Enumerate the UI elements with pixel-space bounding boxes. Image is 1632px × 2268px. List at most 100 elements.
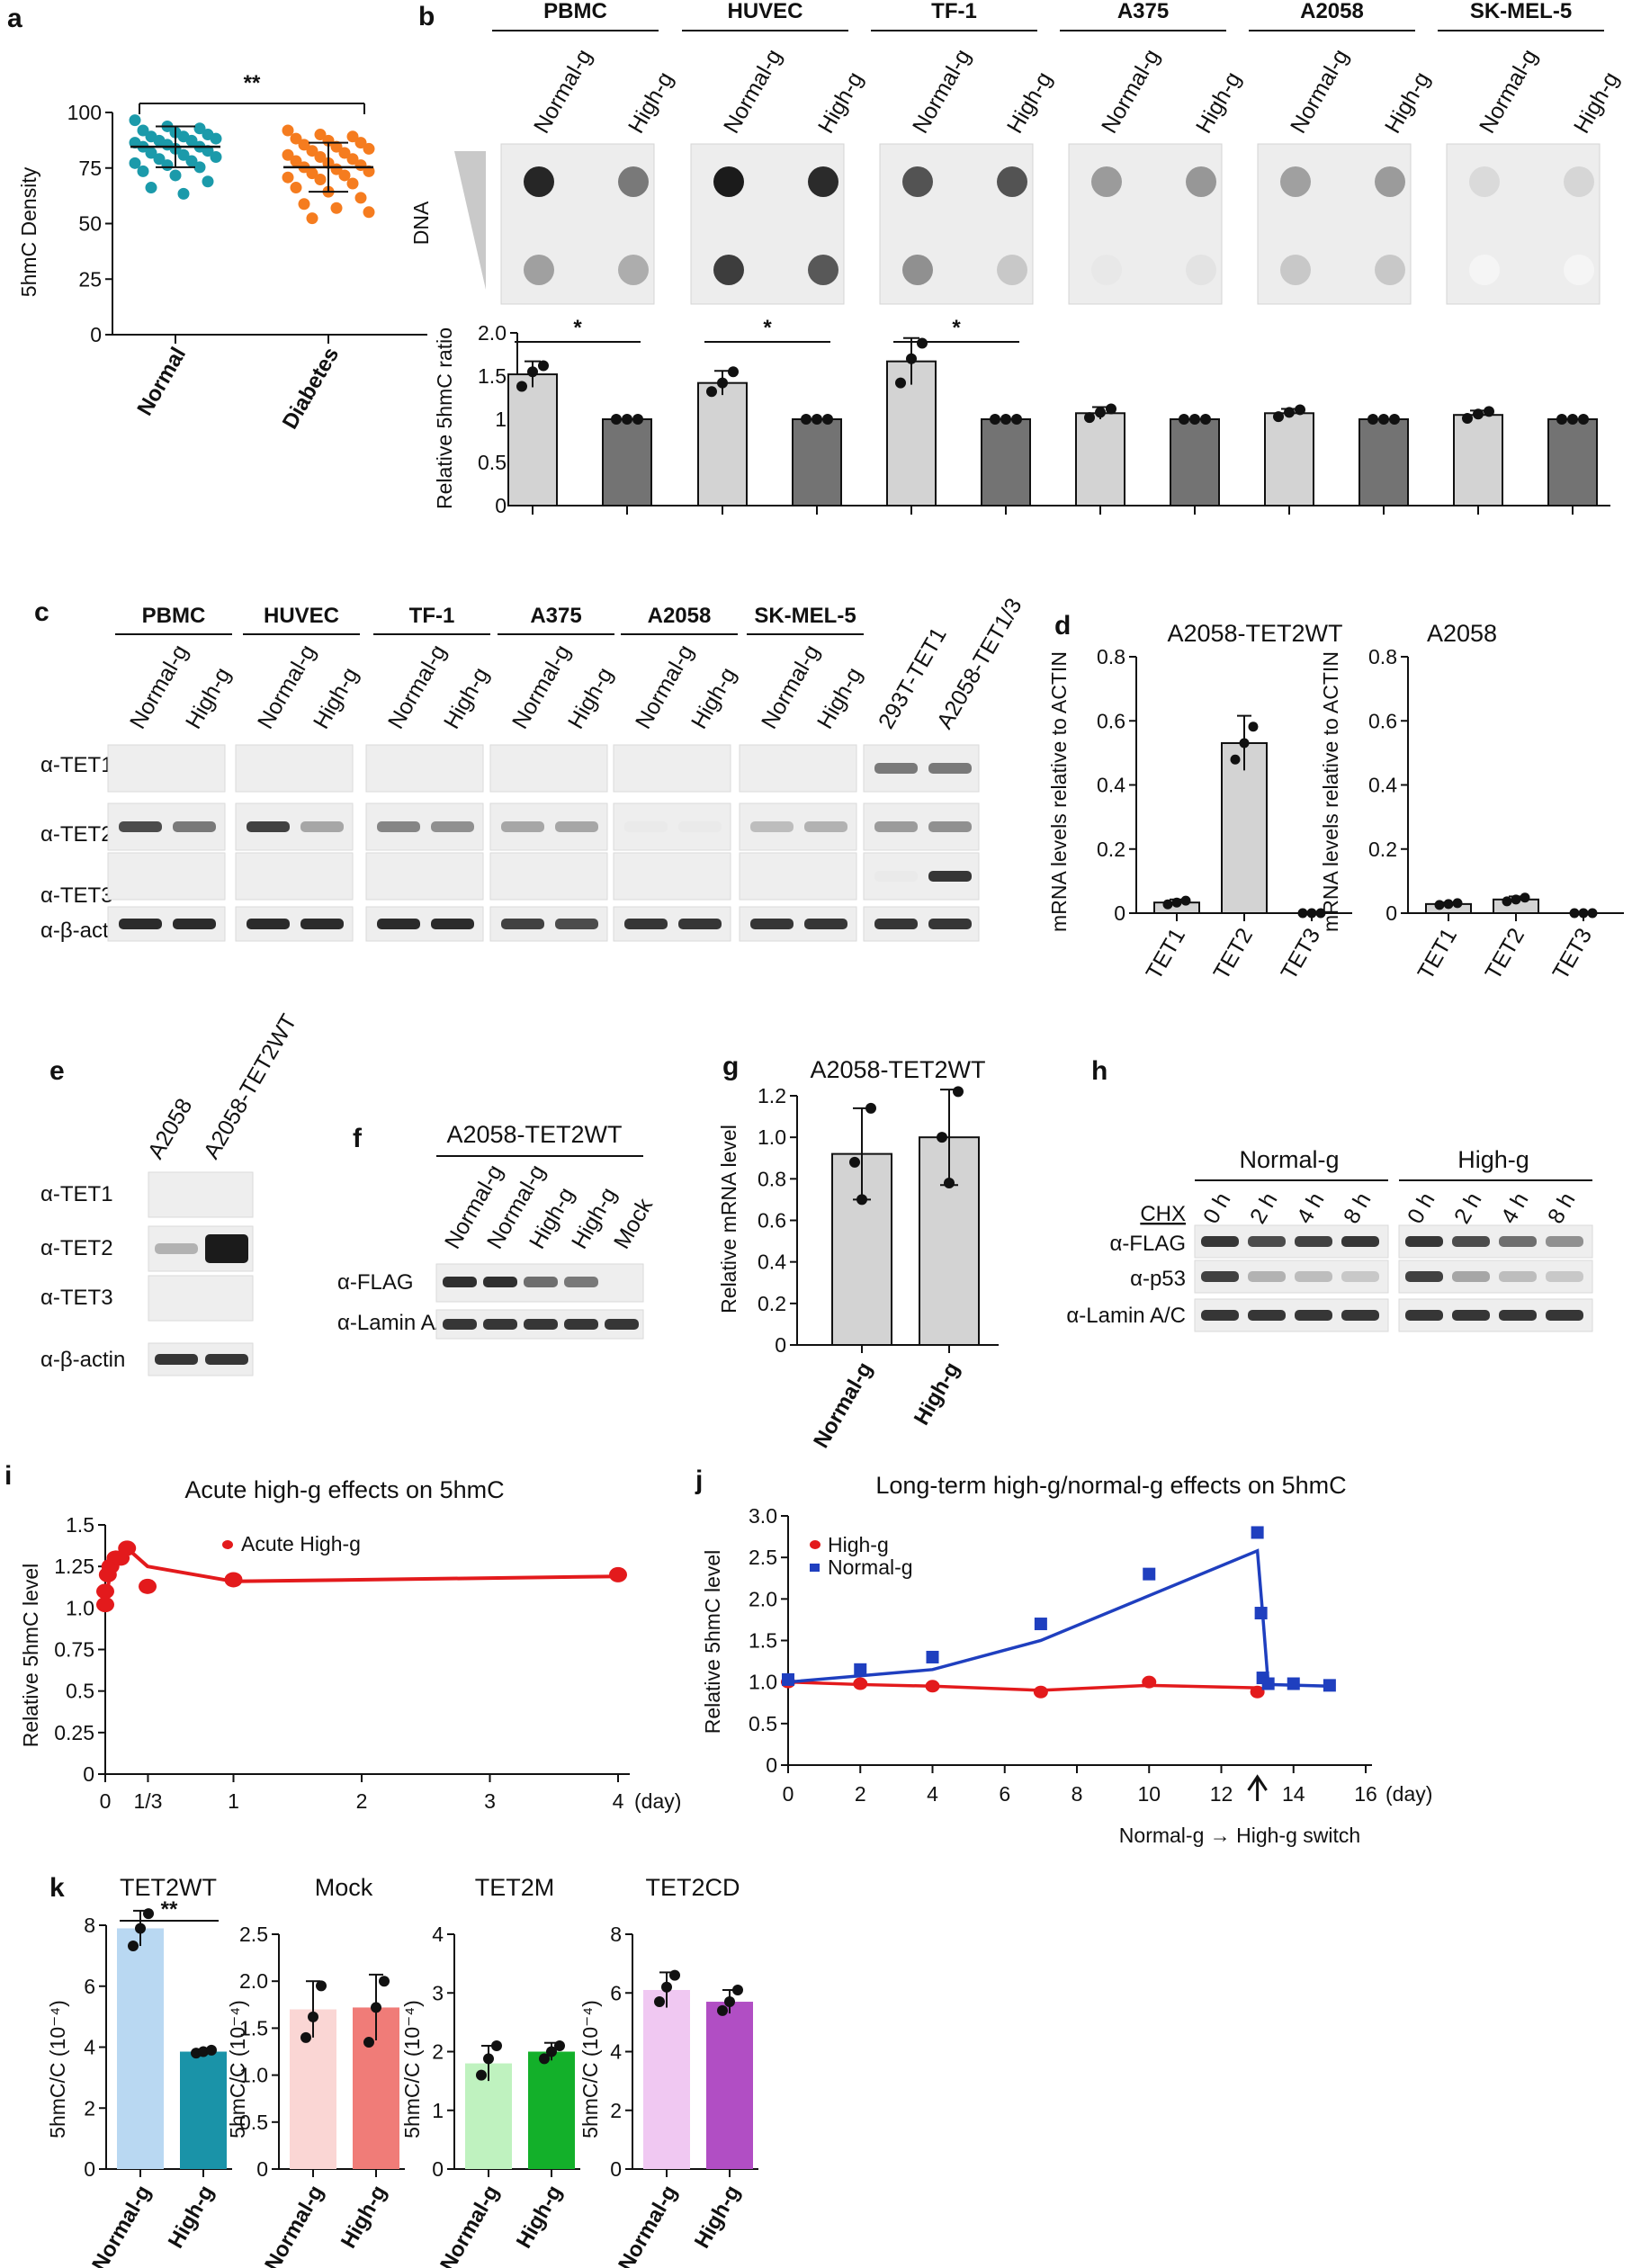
panel-k-replicate-point bbox=[135, 1923, 146, 1934]
panel-d-title: A2058 bbox=[1427, 620, 1497, 647]
panel-h-chx-label: CHX bbox=[1140, 1202, 1186, 1226]
panel-c-blot-strip bbox=[365, 852, 484, 901]
panel-d-x-label: TET3 bbox=[1547, 924, 1597, 984]
panel-b-replicate-point bbox=[1367, 414, 1378, 425]
panel-a-point-normal bbox=[202, 145, 214, 157]
panel-k-y-tick-label: 1.0 bbox=[239, 2064, 268, 2087]
panel-h-row-label: α-p53 bbox=[1130, 1267, 1186, 1291]
panel-j-x-tick-label: 14 bbox=[1282, 1782, 1305, 1806]
panel-k-ylabel: 5hmC/C (10⁻⁴) bbox=[226, 2000, 249, 2138]
panel-c-band bbox=[624, 821, 668, 832]
panel-b-replicate-point bbox=[1179, 414, 1189, 425]
panel-k-y-tick-label: 3 bbox=[432, 1981, 444, 2004]
panel-c-band bbox=[173, 821, 216, 832]
panel-c-group-label: TF-1 bbox=[409, 604, 455, 628]
panel-k-bar bbox=[117, 1928, 164, 2169]
panel-c-band bbox=[804, 821, 847, 832]
panel-k-y-tick-label: 2 bbox=[432, 2040, 444, 2064]
panel-j-x-tick-label: 2 bbox=[855, 1782, 866, 1806]
panel-k-replicate-point bbox=[308, 2011, 318, 2022]
panel-c-blot-strip bbox=[613, 852, 731, 901]
panel-k-y-tick-label: 1 bbox=[432, 2099, 444, 2122]
panel-c-blot-strip bbox=[235, 744, 354, 793]
panel-j-legend-marker bbox=[810, 1564, 820, 1572]
panel-e-band bbox=[155, 1243, 198, 1254]
panel-b-bar-normal-g bbox=[1264, 412, 1314, 506]
panel-c-band bbox=[555, 821, 598, 832]
panel-b-dot bbox=[1469, 166, 1500, 197]
panel-c-band bbox=[874, 821, 918, 832]
panel-i-xlabel: (day) bbox=[634, 1789, 681, 1813]
panel-b-condition-label: Normal-g bbox=[719, 45, 787, 138]
panel-k-ylabel: 5hmC/C (10⁻⁴) bbox=[46, 2000, 69, 2138]
panel-i-x-tick-label: 4 bbox=[613, 1789, 624, 1813]
panel-b-cell-line-label: TF-1 bbox=[931, 0, 977, 23]
panel-j-point-normal-g bbox=[1254, 1607, 1268, 1620]
panel-i-legend-marker bbox=[222, 1540, 233, 1549]
panel-h-band bbox=[1405, 1271, 1443, 1282]
panel-b-replicate-point bbox=[622, 414, 632, 425]
panel-j-x-tick-label: 4 bbox=[927, 1782, 938, 1806]
panel-a-point-normal bbox=[177, 148, 190, 161]
panel-h-band bbox=[1341, 1236, 1379, 1247]
panel-k-bar bbox=[706, 2002, 753, 2169]
panel-b-replicate-point bbox=[728, 366, 739, 378]
panel-a-point-diabetes bbox=[282, 171, 294, 184]
panel-d-replicate-point bbox=[1569, 908, 1580, 919]
panel-label-b: b bbox=[418, 2, 435, 31]
panel-g-ylabel: Relative mRNA level bbox=[717, 1125, 740, 1313]
panel-k-y-tick-label: 0 bbox=[610, 2157, 622, 2181]
panel-b-replicate-point bbox=[527, 366, 538, 378]
panel-b-dot bbox=[524, 255, 554, 285]
panel-d-y-tick-label: 0.2 bbox=[1368, 838, 1397, 861]
panel-j-point-high-g bbox=[1250, 1685, 1265, 1699]
panel-k-ylabel: 5hmC/C (10⁻⁴) bbox=[400, 2000, 424, 2138]
panel-d-replicate-point bbox=[1239, 738, 1250, 749]
panel-k-y-tick-label: 4 bbox=[610, 2040, 622, 2064]
panel-k-ylabel: 5hmC/C (10⁻⁴) bbox=[578, 2000, 602, 2138]
panel-e-blot-strip bbox=[148, 1171, 254, 1218]
panel-label-a: a bbox=[7, 4, 22, 33]
panel-c-band bbox=[501, 821, 544, 832]
panel-j-point-normal-g bbox=[782, 1672, 794, 1686]
panel-g-replicate-point bbox=[937, 1132, 947, 1143]
panel-a-point-diabetes bbox=[306, 145, 318, 157]
panel-b-condition-label: Normal-g bbox=[1286, 45, 1354, 138]
panel-d-ylabel: mRNA levels relative to ACTIN bbox=[1047, 651, 1071, 932]
panel-a-point-diabetes bbox=[330, 140, 343, 153]
panel-h-time-label: 2 h bbox=[1245, 1188, 1283, 1228]
panel-i-x-tick-label: 1 bbox=[228, 1789, 239, 1813]
panel-k-replicate-point bbox=[669, 1969, 680, 1981]
panel-b-dot bbox=[997, 255, 1027, 285]
panel-j-point-normal-g bbox=[1261, 1677, 1275, 1690]
panel-d-replicate-point bbox=[1502, 896, 1512, 907]
panel-k-replicate-point bbox=[363, 2037, 374, 2048]
panel-b-condition-label: High-g bbox=[623, 67, 678, 138]
panel-k-x-label: High-g bbox=[164, 2182, 219, 2253]
panel-a-point-normal bbox=[137, 165, 149, 177]
panel-c-band bbox=[804, 919, 847, 929]
panel-b-bar-high-g bbox=[1359, 418, 1409, 506]
panel-c-lane-label: A2058-TET1/3 bbox=[932, 594, 1027, 733]
panel-j-y-tick-label: 1.5 bbox=[749, 1629, 777, 1653]
panel-b-cell-line-label: A375 bbox=[1117, 0, 1169, 23]
panel-a-point-diabetes bbox=[306, 212, 318, 225]
panel-c-blot-strip bbox=[489, 852, 608, 901]
panel-d-y-tick-label: 0.4 bbox=[1097, 774, 1125, 797]
panel-d-replicate-point bbox=[1520, 892, 1530, 903]
panel-a-point-normal bbox=[193, 122, 206, 135]
panel-i-ylabel: Relative 5hmC level bbox=[19, 1564, 42, 1748]
panel-f-band bbox=[483, 1319, 517, 1330]
panel-k-x-label: High-g bbox=[690, 2182, 745, 2253]
panel-b-bar-high-g bbox=[1170, 418, 1220, 506]
panel-h-row-label: α-Lamin A/C bbox=[1066, 1304, 1186, 1328]
panel-d-bar bbox=[1221, 742, 1268, 914]
panel-a-point-diabetes bbox=[346, 130, 359, 143]
panel-c-blot-strip bbox=[107, 744, 226, 793]
panel-a-point-diabetes bbox=[290, 182, 302, 194]
panel-h-band bbox=[1405, 1236, 1443, 1247]
panel-k-replicate-point bbox=[546, 2046, 557, 2057]
panel-d-y-tick-label: 0.6 bbox=[1097, 709, 1125, 732]
panel-b-condition-label: Normal-g bbox=[1097, 45, 1165, 138]
panel-j-ylabel: Relative 5hmC level bbox=[701, 1550, 724, 1735]
